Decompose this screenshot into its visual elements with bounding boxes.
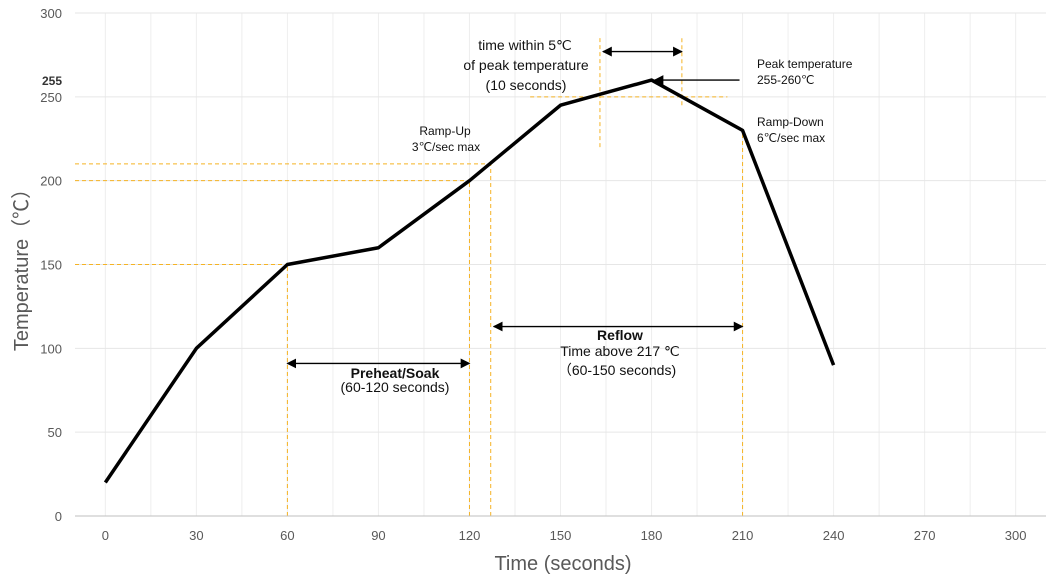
x-tick-label: 0 (102, 528, 109, 543)
annotation-ramp-up-line2: 3℃/sec max (412, 140, 480, 154)
x-axis-title: Time (seconds) (494, 553, 631, 575)
annotation-ramp-up-line1: Ramp-Up (419, 124, 471, 138)
annotation-reflow-line2: Time above 217 ℃ (560, 343, 680, 359)
x-tick-label: 90 (371, 528, 385, 543)
annotation-reflow-line3: （60-150 seconds) (558, 362, 676, 378)
annotation-ramp-down-line1: Ramp-Down (757, 115, 824, 129)
temperature-profile-line (103, 78, 836, 484)
y-tick-label: 200 (40, 174, 62, 189)
x-tick-label: 240 (823, 528, 845, 543)
annotation-time-within: time within 5℃ of peak temperature (10 s… (463, 37, 589, 93)
series (103, 78, 836, 484)
annotation-time-within-line2: of peak temperature (463, 57, 589, 73)
annotation-reflow-title: Reflow (597, 327, 643, 343)
y-tick-label: 0 (55, 509, 62, 524)
x-tick-label: 270 (914, 528, 936, 543)
annotation-ramp-down: Ramp-Down 6℃/sec max (757, 115, 825, 145)
x-tick-label: 150 (550, 528, 572, 543)
y-tick-label-255: 255 (42, 74, 62, 88)
y-tick-label: 300 (40, 6, 62, 21)
annotation-peak-line1: Peak temperature (757, 57, 853, 71)
x-tick-label: 210 (732, 528, 754, 543)
y-tick-label: 150 (40, 258, 62, 273)
reference-lines (75, 38, 744, 516)
annotation-preheat: Preheat/Soak (60-120 seconds) (341, 365, 450, 395)
y-tick-label: 50 (48, 425, 62, 440)
x-tick-label: 300 (1005, 528, 1027, 543)
annotation-reflow: Reflow Time above 217 ℃ （60-150 seconds) (558, 327, 680, 378)
range-arrows (286, 46, 744, 369)
axes: 0 30 60 90 120 150 180 210 240 270 300 0 50 100 150 200… (40, 6, 1046, 543)
annotation-ramp-up: Ramp-Up 3℃/sec max (412, 124, 480, 154)
y-tick-label: 100 (40, 341, 62, 356)
annotation-peak-temperature: Peak temperature 255-260℃ (757, 57, 853, 87)
annotation-ramp-down-line2: 6℃/sec max (757, 131, 825, 145)
annotation-time-within-line3: (10 seconds) (486, 77, 567, 93)
annotation-peak-line2: 255-260℃ (757, 73, 815, 87)
y-axis-title: Temperature（℃） (10, 179, 33, 351)
annotation-time-within-line1: time within 5℃ (478, 37, 572, 53)
x-tick-label: 120 (459, 528, 481, 543)
x-tick-label: 180 (641, 528, 663, 543)
x-tick-label: 30 (189, 528, 203, 543)
annotation-preheat-range: (60-120 seconds) (341, 379, 450, 395)
annotation-preheat-title: Preheat/Soak (351, 365, 440, 381)
x-tick-label: 60 (280, 528, 294, 543)
y-tick-label: 250 (40, 90, 62, 105)
